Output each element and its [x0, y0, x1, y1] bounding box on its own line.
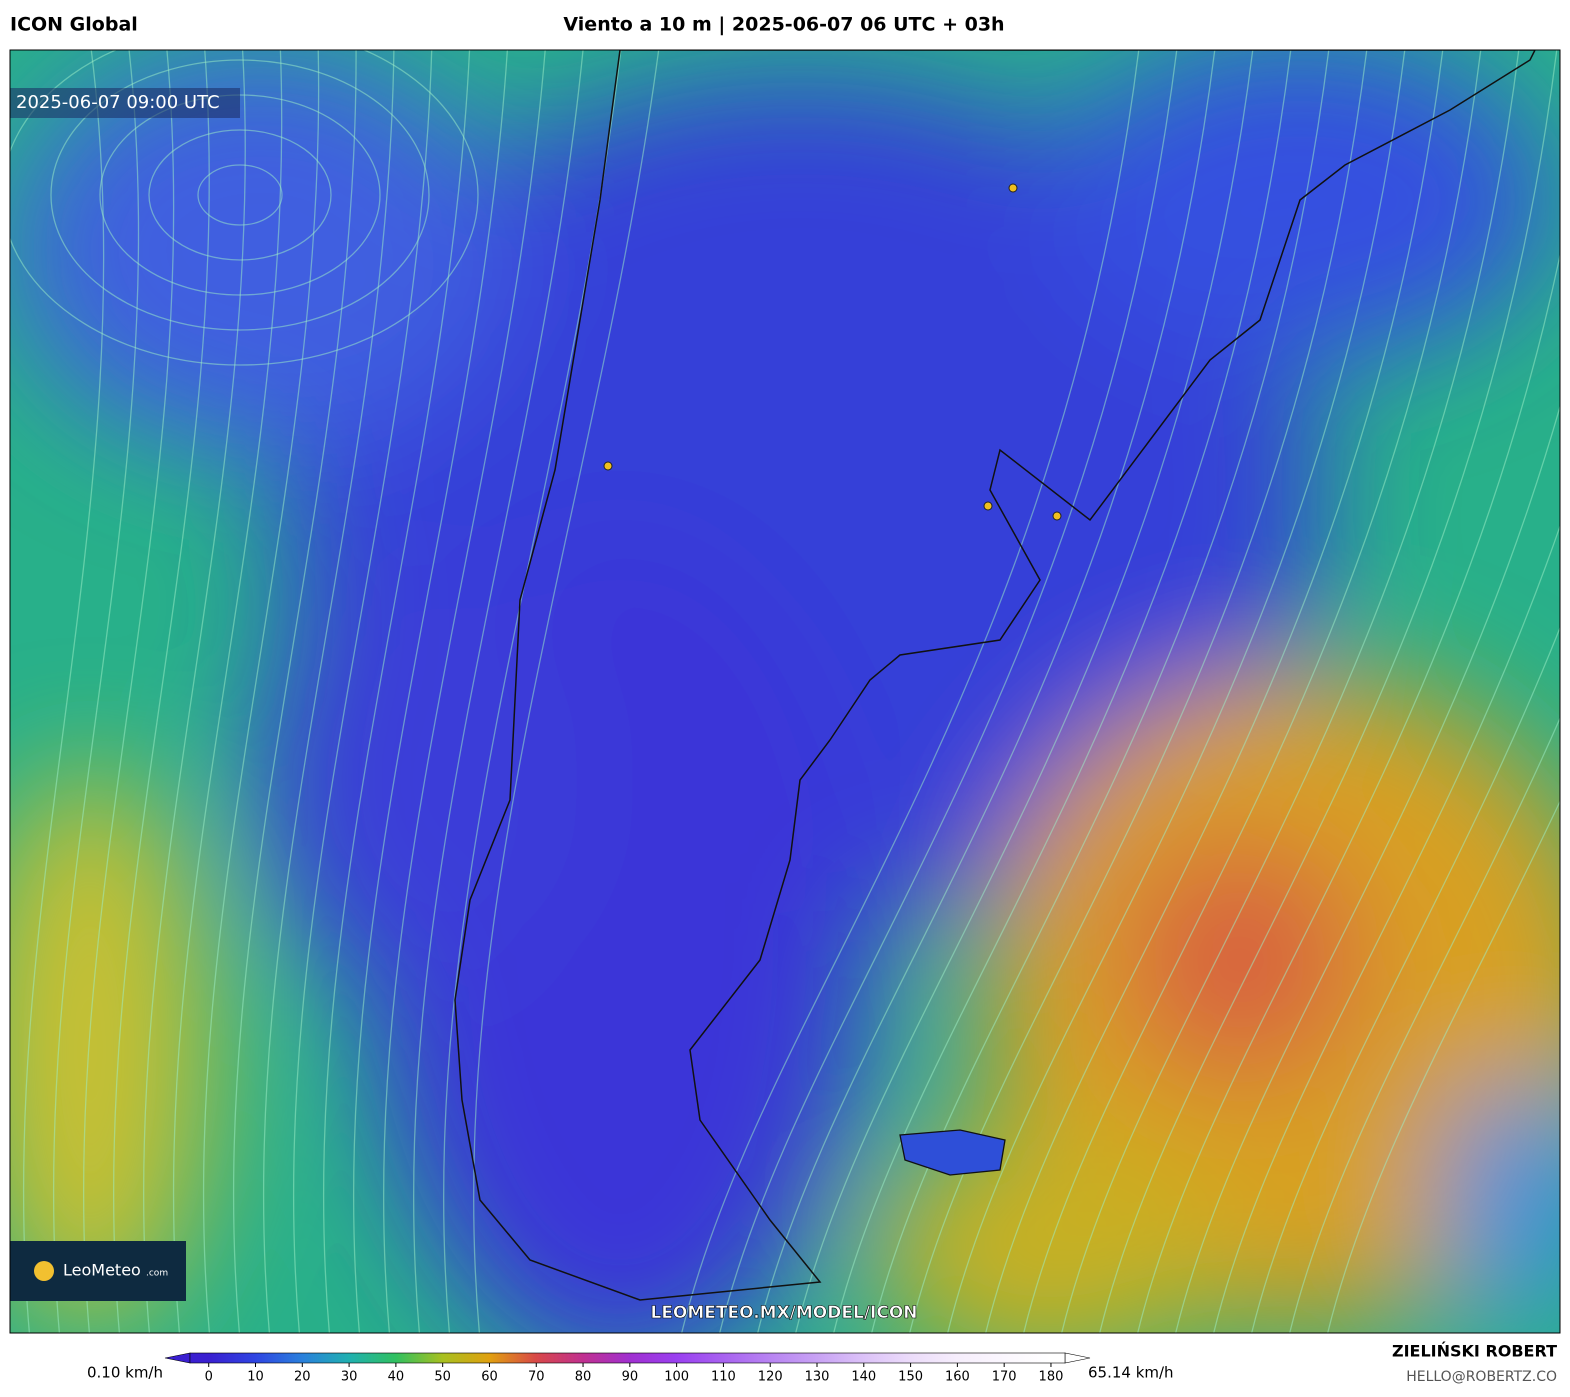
streamline — [909, 50, 1368, 1333]
streamline — [412, 50, 584, 1333]
colorbar-tick-label: 130 — [805, 1370, 830, 1385]
timestamp-box — [10, 88, 240, 118]
streamline — [681, 50, 1140, 1333]
colorbar-tick-label: 30 — [341, 1370, 358, 1385]
streamlines — [10, 50, 1560, 1333]
logo-suffix: .com — [146, 1269, 168, 1279]
colorbar-tick-label: 180 — [1039, 1370, 1064, 1385]
streamline — [1023, 50, 1482, 1333]
streamline — [52, 50, 140, 1333]
streamline — [1061, 50, 1520, 1333]
colorbar-tick-label: 150 — [898, 1370, 923, 1385]
streamline — [10, 50, 479, 366]
map: 2025-06-07 09:00 UTC LeoMeteo .com LEOME… — [10, 50, 1560, 1333]
streamline — [473, 50, 660, 1333]
colorbar-tick-label: 100 — [664, 1370, 689, 1385]
colorbar-tick-label: 40 — [388, 1370, 405, 1385]
author: ZIELIŃSKI ROBERT — [1392, 1342, 1557, 1361]
streamline — [1289, 716, 1560, 1333]
source-url: LEOMETEO.MX/MODEL/ICON — [650, 1303, 917, 1323]
colorbar-arrow-high — [1064, 1352, 1091, 1364]
streamline — [871, 50, 1330, 1333]
streamline — [382, 50, 546, 1333]
colorbar-tick-label: 50 — [434, 1370, 451, 1385]
colorbar-tick-label: 110 — [711, 1370, 736, 1385]
colorbar-tick-label: 70 — [528, 1370, 545, 1385]
colorbar-tick-label: 140 — [851, 1370, 876, 1385]
colorbar-tick-label: 0 — [205, 1370, 213, 1385]
streamline — [82, 50, 175, 1333]
streamline — [148, 129, 332, 261]
streamline — [322, 50, 471, 1333]
streamline — [262, 50, 395, 1333]
map-title: Viento a 10 m | 2025-06-07 06 UTC + 03h — [563, 14, 1004, 36]
logo-text: LeoMeteo — [63, 1261, 141, 1280]
streamline — [352, 50, 508, 1333]
streamline — [232, 50, 357, 1333]
streamline — [795, 50, 1254, 1333]
streamline — [1099, 50, 1558, 1333]
streamline — [202, 50, 320, 1333]
streamline — [985, 50, 1444, 1333]
streamline — [1251, 626, 1560, 1333]
logo-sun — [34, 1261, 54, 1281]
streamline — [1213, 524, 1560, 1333]
model-name: ICON Global — [10, 14, 138, 36]
colorbar-tick-label: 120 — [758, 1370, 783, 1385]
streamline — [112, 50, 210, 1333]
streamline — [757, 50, 1216, 1333]
colorbar-tick-label: 160 — [945, 1370, 970, 1385]
map-frame — [9, 49, 1561, 1334]
streamline — [172, 50, 283, 1333]
colorbar-tick-label: 90 — [622, 1370, 639, 1385]
colorbar-max-label: 65.14 km/h — [1088, 1364, 1174, 1382]
streamline — [197, 164, 283, 226]
island — [899, 1129, 1006, 1176]
coastline — [454, 50, 1536, 1301]
cities — [603, 183, 1062, 521]
streamline — [50, 59, 430, 331]
colorbar-tick-label: 10 — [247, 1370, 264, 1385]
streamline — [142, 50, 246, 1333]
streamline — [719, 50, 1178, 1333]
colorbar-tick-label: 20 — [294, 1370, 311, 1385]
streamline — [1327, 799, 1560, 1333]
colorbar — [189, 1352, 1066, 1364]
colorbar-tick-label: 80 — [575, 1370, 592, 1385]
timestamp: 2025-06-07 09:00 UTC — [16, 92, 220, 113]
colorbar-tick-label: 60 — [481, 1370, 498, 1385]
streamline — [22, 50, 105, 1333]
colorbar-min-label: 0.10 km/h — [87, 1364, 163, 1382]
streamline — [1175, 404, 1560, 1333]
streamline — [833, 50, 1292, 1333]
colorbar-tick-label: 170 — [992, 1370, 1017, 1385]
streamline — [947, 50, 1406, 1333]
email: HELLO@ROBERTZ.CO — [1406, 1369, 1557, 1385]
streamline — [1137, 252, 1560, 1333]
colorbar-arrow-low — [164, 1352, 191, 1364]
